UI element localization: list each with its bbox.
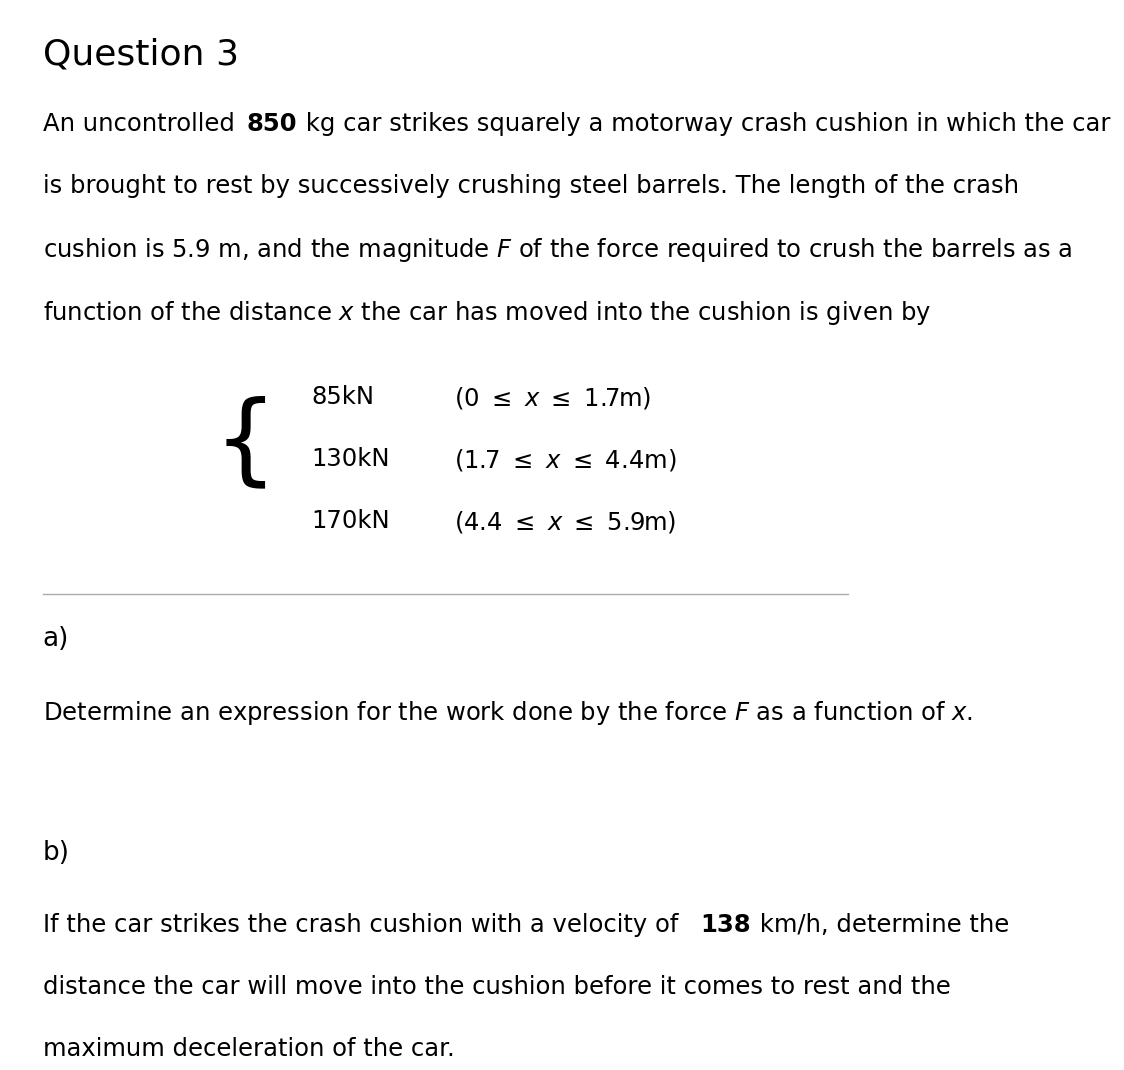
Text: 130kN: 130kN xyxy=(311,447,390,471)
Text: km/h, determine the: km/h, determine the xyxy=(752,913,1009,936)
Text: function of the distance $\mathit{x}$ the car has moved into the cushion is give: function of the distance $\mathit{x}$ th… xyxy=(43,299,931,326)
Text: Determine an expression for the work done by the force $\mathit{F}$ as a functio: Determine an expression for the work don… xyxy=(43,699,972,727)
Text: (4.4 $\leq$ $\mathit{x}$ $\leq$ 5.9m): (4.4 $\leq$ $\mathit{x}$ $\leq$ 5.9m) xyxy=(454,509,677,535)
Text: maximum deceleration of the car.: maximum deceleration of the car. xyxy=(43,1037,454,1060)
Text: 138: 138 xyxy=(700,913,751,936)
Text: kg car strikes squarely a motorway crash cushion in which the car: kg car strikes squarely a motorway crash… xyxy=(299,112,1111,136)
Text: If the car strikes the crash cushion with a velocity of: If the car strikes the crash cushion wit… xyxy=(43,913,686,936)
Text: cushion is 5.9 m, and the magnitude $\mathit{F}$ of the force required to crush : cushion is 5.9 m, and the magnitude $\ma… xyxy=(43,236,1072,264)
Text: An uncontrolled: An uncontrolled xyxy=(43,112,243,136)
Text: a): a) xyxy=(43,626,70,652)
Text: 850: 850 xyxy=(247,112,298,136)
Text: (1.7 $\leq$ $\mathit{x}$ $\leq$ 4.4m): (1.7 $\leq$ $\mathit{x}$ $\leq$ 4.4m) xyxy=(454,447,677,473)
Text: {: { xyxy=(214,396,277,492)
Text: Question 3: Question 3 xyxy=(43,37,238,72)
Text: is brought to rest by successively crushing steel barrels. The length of the cra: is brought to rest by successively crush… xyxy=(43,174,1018,198)
Text: b): b) xyxy=(43,840,70,866)
Text: distance the car will move into the cushion before it comes to rest and the: distance the car will move into the cush… xyxy=(43,975,951,998)
Text: 85kN: 85kN xyxy=(311,385,374,409)
Text: 170kN: 170kN xyxy=(311,509,390,533)
Text: (0 $\leq$ $\mathit{x}$ $\leq$ 1.7m): (0 $\leq$ $\mathit{x}$ $\leq$ 1.7m) xyxy=(454,385,651,411)
